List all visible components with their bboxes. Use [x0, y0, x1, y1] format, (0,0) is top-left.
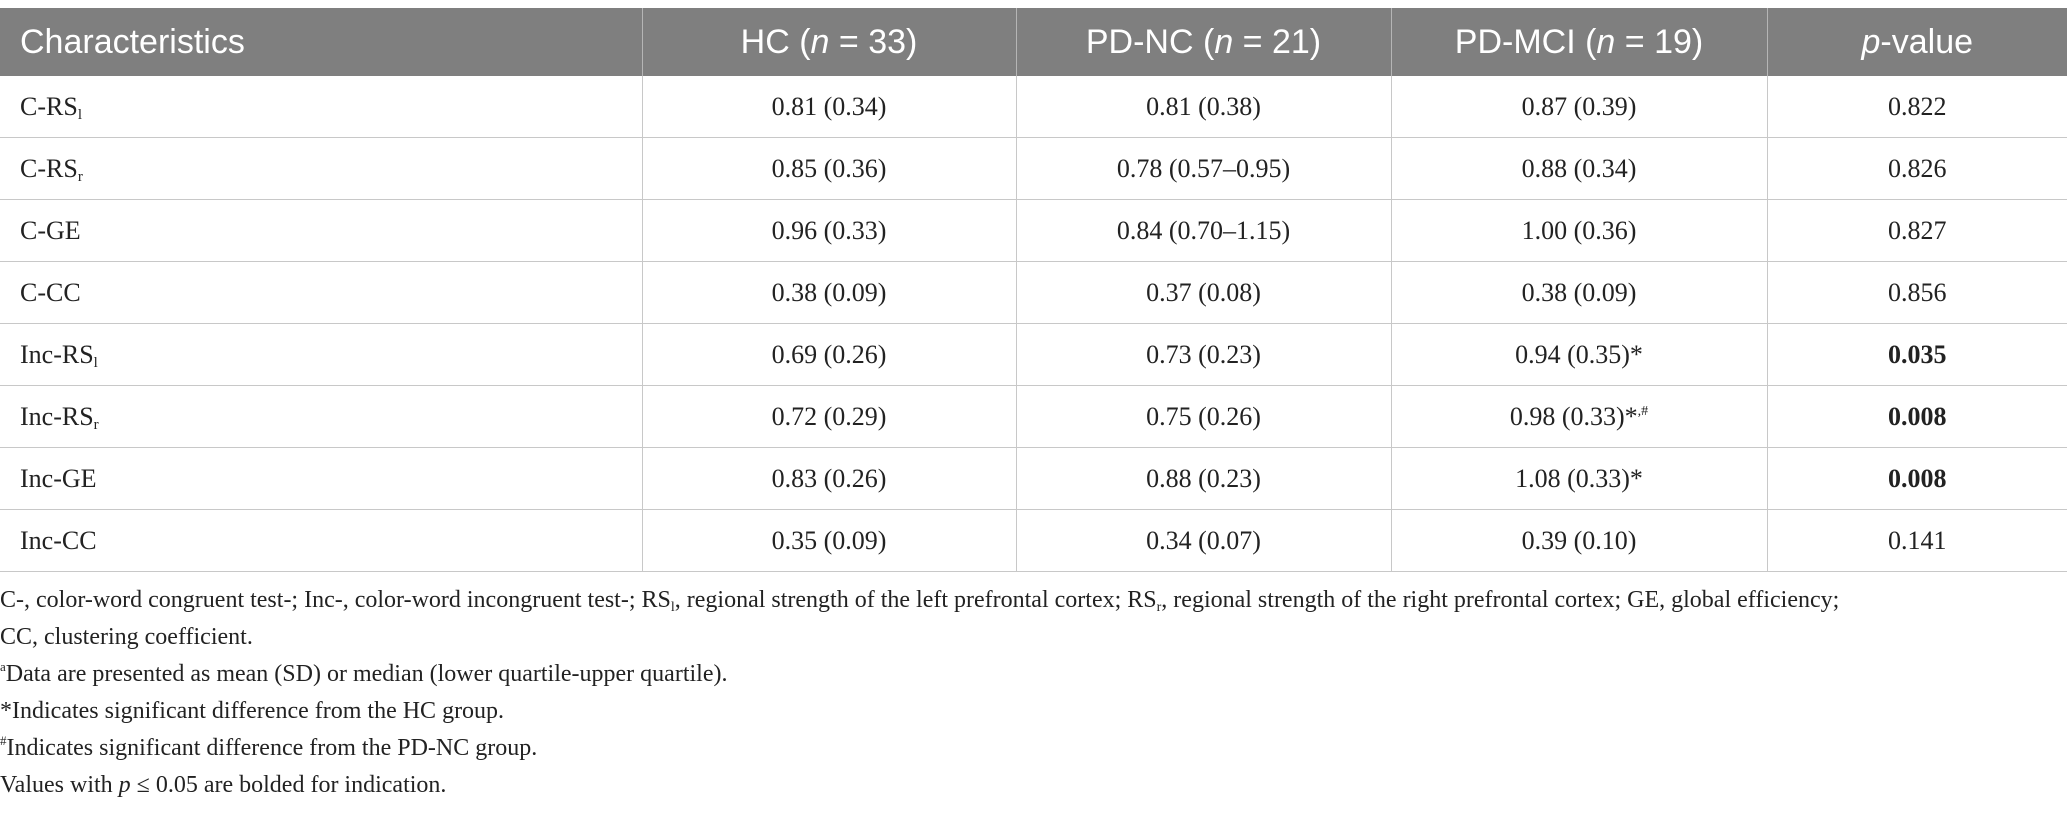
footnote-a: aData are presented as mean (SD) or medi… — [0, 659, 728, 687]
pd-mci-value-cell: 0.38 (0.09) — [1391, 261, 1768, 324]
p-value-cell: 0.826 — [1767, 137, 2067, 200]
row-label-cell: Inc-RSr — [0, 385, 643, 448]
hc-value-cell: 0.35 (0.09) — [642, 509, 1017, 572]
table-footnotes: C-, color-word congruent test-; Inc-, co… — [0, 582, 2067, 804]
hc-value-cell: 0.85 (0.36) — [642, 137, 1017, 200]
column-header-hc: HC (n = 33) — [642, 8, 1017, 76]
table-header-row: Characteristics HC (n = 33) PD-NC (n = 2… — [0, 8, 2067, 76]
pd-nc-value-cell: 0.73 (0.23) — [1016, 323, 1392, 386]
bold-values-note: Values with p ≤ 0.05 are bolded for indi… — [0, 772, 447, 798]
pd-mci-value-cell: 0.94 (0.35)* — [1391, 323, 1768, 386]
pd-mci-value-cell: 0.39 (0.10) — [1391, 509, 1768, 572]
table-body: C-RSl 0.81 (0.34) 0.81 (0.38) 0.87 (0.39) 0.… — [0, 76, 2067, 572]
pd-nc-value-cell: 0.37 (0.08) — [1016, 261, 1392, 324]
row-label-cell: C-RSl — [0, 76, 643, 138]
table-row: C-CC 0.38 (0.09) 0.37 (0.08) 0.38 (0.09) 0.8… — [0, 261, 2067, 324]
p-value-cell: 0.856 — [1767, 261, 2067, 324]
data-table-container: Characteristics HC (n = 33) PD-NC (n = 2… — [0, 8, 2067, 572]
pd-nc-value-cell: 0.75 (0.26) — [1016, 385, 1392, 448]
pd-nc-value-cell: 0.88 (0.23) — [1016, 447, 1392, 510]
table-row: Inc-CC 0.35 (0.09) 0.34 (0.07) 0.39 (0.10) 0… — [0, 509, 2067, 572]
column-header-characteristics: Characteristics — [0, 8, 643, 76]
p-value-cell: 0.008 — [1767, 447, 2067, 510]
table-row: Inc-RSr 0.72 (0.29) 0.75 (0.26) 0.98 (0.33)… — [0, 385, 2067, 448]
hc-value-cell: 0.69 (0.26) — [642, 323, 1017, 386]
table-row: C-RSr 0.85 (0.36) 0.78 (0.57–0.95) 0.88 (0.… — [0, 137, 2067, 200]
row-label-cell: C-GE — [0, 199, 643, 262]
pd-mci-value-cell: 1.00 (0.36) — [1391, 199, 1768, 262]
abbreviations-note-continued: CC, clustering coefficient. — [0, 624, 253, 650]
pd-nc-value-cell: 0.78 (0.57–0.95) — [1016, 137, 1392, 200]
row-label-cell: Inc-CC — [0, 509, 643, 572]
pd-nc-value-cell: 0.34 (0.07) — [1016, 509, 1392, 572]
data-table: Characteristics HC (n = 33) PD-NC (n = 2… — [0, 8, 2067, 572]
row-label-cell: Inc-RSl — [0, 323, 643, 386]
pd-nc-value-cell: 0.81 (0.38) — [1016, 76, 1392, 138]
hc-value-cell: 0.83 (0.26) — [642, 447, 1017, 510]
table-row: Inc-GE 0.83 (0.26) 0.88 (0.23) 1.08 (0.33)*… — [0, 447, 2067, 510]
hc-value-cell: 0.96 (0.33) — [642, 199, 1017, 262]
column-header-pd-mci: PD-MCI (n = 19) — [1391, 8, 1768, 76]
p-value-cell: 0.008 — [1767, 385, 2067, 448]
table-row: Inc-RSl 0.69 (0.26) 0.73 (0.23) 0.94 (0.35)… — [0, 323, 2067, 386]
column-header-p-value: p-value — [1767, 8, 2067, 76]
hc-value-cell: 0.72 (0.29) — [642, 385, 1017, 448]
pd-mci-value-cell: 0.87 (0.39) — [1391, 76, 1768, 138]
p-value-cell: 0.035 — [1767, 323, 2067, 386]
hc-value-cell: 0.81 (0.34) — [642, 76, 1017, 138]
p-value-cell: 0.822 — [1767, 76, 2067, 138]
footnote-asterisk: *Indicates significant difference from t… — [0, 698, 505, 724]
p-value-cell: 0.141 — [1767, 509, 2067, 572]
p-value-cell: 0.827 — [1767, 199, 2067, 262]
pd-mci-value-cell: 0.88 (0.34) — [1391, 137, 1768, 200]
column-header-pd-nc: PD-NC (n = 21) — [1016, 8, 1392, 76]
pd-mci-value-cell: 0.98 (0.33)*,# — [1391, 385, 1768, 448]
pd-nc-value-cell: 0.84 (0.70–1.15) — [1016, 199, 1392, 262]
table-row: C-GE 0.96 (0.33) 0.84 (0.70–1.15) 1.00 (0.3… — [0, 199, 2067, 262]
abbreviations-note: C-, color-word congruent test-; Inc-, co… — [0, 587, 1840, 615]
pd-mci-value-cell: 1.08 (0.33)* — [1391, 447, 1768, 510]
row-label-cell: C-RSr — [0, 137, 643, 200]
table-row: C-RSl 0.81 (0.34) 0.81 (0.38) 0.87 (0.39) 0.… — [0, 76, 2067, 138]
row-label-cell: C-CC — [0, 261, 643, 324]
footnote-hash: #Indicates significant difference from t… — [0, 733, 538, 761]
row-label-cell: Inc-GE — [0, 447, 643, 510]
hc-value-cell: 0.38 (0.09) — [642, 261, 1017, 324]
